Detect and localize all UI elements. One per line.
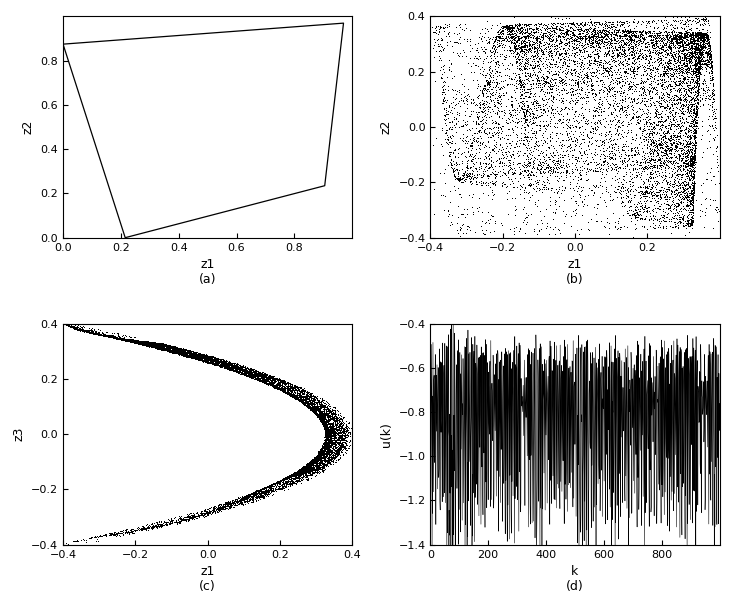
Text: (c): (c) [199,580,216,593]
Text: (b): (b) [566,273,583,286]
X-axis label: z1: z1 [568,258,582,271]
Y-axis label: z3: z3 [12,427,26,442]
Y-axis label: u(k): u(k) [380,422,393,446]
X-axis label: z1: z1 [201,565,214,578]
Y-axis label: z2: z2 [22,120,35,134]
Text: (d): (d) [566,580,584,593]
X-axis label: k: k [571,565,578,578]
Text: (a): (a) [199,273,217,286]
X-axis label: z1: z1 [201,258,214,271]
Y-axis label: z2: z2 [380,120,393,134]
